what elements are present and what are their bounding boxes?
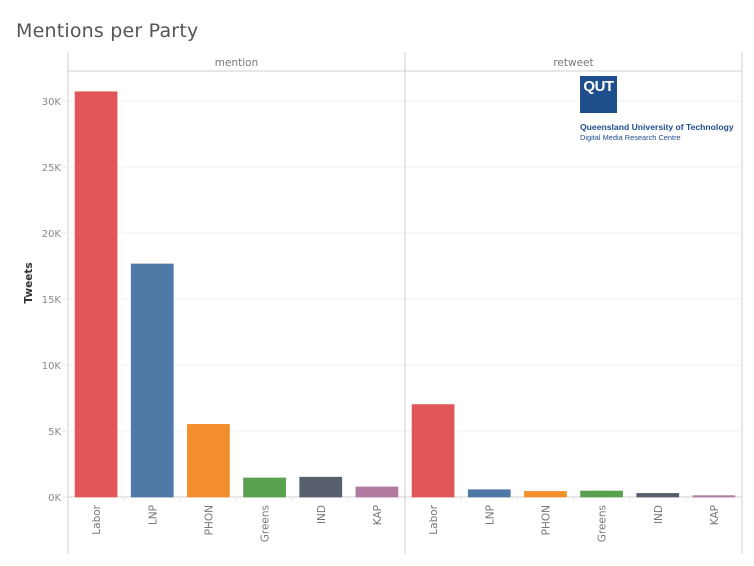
x-tick-label: LNP xyxy=(484,505,496,525)
qut-logo-mark: QUT xyxy=(580,76,617,113)
bar-retweet-kap xyxy=(692,495,736,498)
bar-mention-phon xyxy=(187,423,230,498)
y-tick-label: 30K xyxy=(42,97,62,108)
y-tick-label: 5K xyxy=(48,427,61,438)
bar-retweet-greens xyxy=(580,490,623,498)
y-axis: 0K 5K 10K 15K 20K 25K 30K xyxy=(42,97,68,504)
panel-header-retweet: retweet xyxy=(553,57,593,69)
logo-university-name: Queensland University of Technology xyxy=(580,122,734,132)
panel-mention: mention Labor LNP PHON Greens IND KAP xyxy=(74,57,399,542)
y-tick-label: 15K xyxy=(42,295,62,306)
bar-retweet-labor xyxy=(411,404,455,498)
bar-retweet-phon xyxy=(524,491,567,498)
gridlines xyxy=(68,100,742,432)
x-tick-label: Greens xyxy=(260,505,272,542)
bar-retweet-ind xyxy=(636,493,680,498)
x-tick-label: Labor xyxy=(428,504,440,534)
x-tick-label: IND xyxy=(653,505,665,524)
panels: mention Labor LNP PHON Greens IND KAP retweet La… xyxy=(74,57,736,542)
x-tick-label: KAP xyxy=(709,505,721,525)
logo-centre-name: Digital Media Research Centre xyxy=(580,133,681,142)
qut-logo: QUT Queensland University of Technology … xyxy=(580,76,734,142)
bar-mention-greens xyxy=(243,477,286,498)
x-tick-label: Labor xyxy=(91,504,103,534)
x-tick-label: LNP xyxy=(147,505,159,525)
y-axis-label: Tweets xyxy=(23,262,35,303)
bar-mention-ind xyxy=(299,476,343,498)
panel-retweet: retweet Labor LNP PHON Greens IND KAP xyxy=(411,57,736,542)
x-tick-label: KAP xyxy=(372,505,384,525)
y-tick-label: 25K xyxy=(42,163,62,174)
bar-mention-lnp xyxy=(130,263,174,498)
y-tick-label: 0K xyxy=(48,493,61,504)
x-tick-label: PHON xyxy=(540,505,552,535)
x-tick-label: Greens xyxy=(597,505,609,542)
y-tick-label: 10K xyxy=(42,361,62,372)
y-tick-label: 20K xyxy=(42,229,62,240)
chart-title: Mentions per Party xyxy=(16,20,199,42)
bar-mention-labor xyxy=(74,91,118,498)
x-tick-label: IND xyxy=(316,505,328,524)
panel-header-mention: mention xyxy=(215,57,258,69)
bar-retweet-lnp xyxy=(467,489,511,498)
bar-mention-kap xyxy=(355,486,399,498)
x-tick-label: PHON xyxy=(203,505,215,535)
